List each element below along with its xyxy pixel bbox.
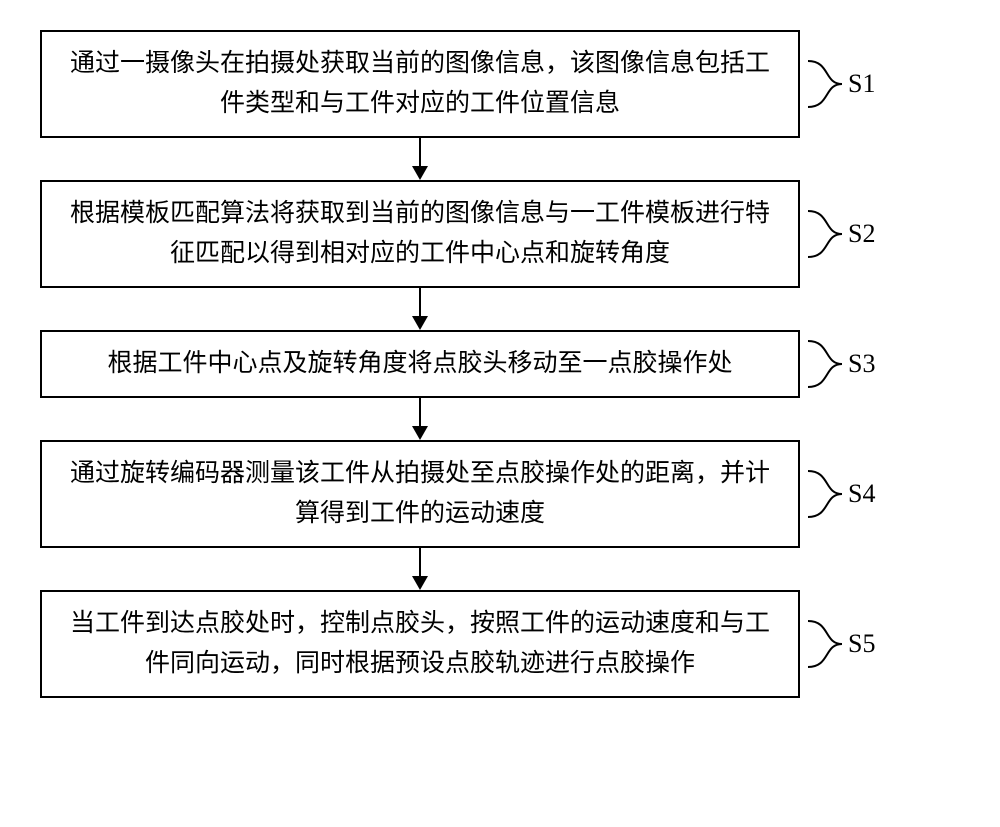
step-label: S3 [848, 349, 875, 379]
flow-step-box: 根据模板匹配算法将获取到当前的图像信息与一工件模板进行特征匹配以得到相对应的工件… [40, 180, 800, 288]
step-label-connector: S1 [808, 57, 875, 111]
step-label: S1 [848, 69, 875, 99]
step-label-connector: S4 [808, 467, 875, 521]
step-label-connector: S5 [808, 617, 875, 671]
step-label-connector: S2 [808, 207, 875, 261]
step-label-connector: S3 [808, 337, 875, 391]
arrow-down-icon [408, 288, 432, 330]
arrow-down-icon [408, 398, 432, 440]
flow-step-box: 通过一摄像头在拍摄处获取当前的图像信息，该图像信息包括工件类型和与工件对应的工件… [40, 30, 800, 138]
flowchart-container: 通过一摄像头在拍摄处获取当前的图像信息，该图像信息包括工件类型和与工件对应的工件… [0, 0, 1000, 728]
flow-step: 通过旋转编码器测量该工件从拍摄处至点胶操作处的距离，并计算得到工件的运动速度 S4 [40, 440, 960, 548]
arrow-down-icon [408, 548, 432, 590]
step-label: S5 [848, 629, 875, 659]
brace-connector-icon [808, 617, 846, 671]
arrow-connector [40, 138, 800, 180]
step-label: S2 [848, 219, 875, 249]
flow-step-box: 根据工件中心点及旋转角度将点胶头移动至一点胶操作处 [40, 330, 800, 398]
brace-connector-icon [808, 57, 846, 111]
step-label: S4 [848, 479, 875, 509]
arrow-connector [40, 288, 800, 330]
flow-step: 通过一摄像头在拍摄处获取当前的图像信息，该图像信息包括工件类型和与工件对应的工件… [40, 30, 960, 138]
flow-step: 当工件到达点胶处时，控制点胶头，按照工件的运动速度和与工件同向运动，同时根据预设… [40, 590, 960, 698]
brace-connector-icon [808, 467, 846, 521]
brace-connector-icon [808, 337, 846, 391]
arrow-down-icon [408, 138, 432, 180]
flow-step-box: 当工件到达点胶处时，控制点胶头，按照工件的运动速度和与工件同向运动，同时根据预设… [40, 590, 800, 698]
flow-step-box: 通过旋转编码器测量该工件从拍摄处至点胶操作处的距离，并计算得到工件的运动速度 [40, 440, 800, 548]
flow-step: 根据模板匹配算法将获取到当前的图像信息与一工件模板进行特征匹配以得到相对应的工件… [40, 180, 960, 288]
flow-step: 根据工件中心点及旋转角度将点胶头移动至一点胶操作处 S3 [40, 330, 960, 398]
brace-connector-icon [808, 207, 846, 261]
arrow-connector [40, 548, 800, 590]
arrow-connector [40, 398, 800, 440]
